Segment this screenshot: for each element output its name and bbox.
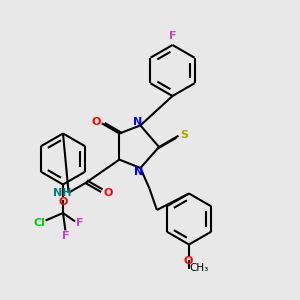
Text: O: O	[103, 188, 112, 198]
Text: O: O	[58, 197, 68, 207]
Text: Cl: Cl	[33, 218, 45, 228]
Text: S: S	[181, 130, 188, 140]
Text: N: N	[134, 167, 143, 177]
Text: N: N	[134, 117, 142, 128]
Text: NH: NH	[53, 188, 71, 198]
Text: F: F	[62, 231, 70, 241]
Text: O: O	[184, 256, 193, 266]
Text: F: F	[169, 31, 176, 41]
Text: F: F	[76, 218, 83, 228]
Text: O: O	[92, 117, 101, 127]
Text: CH₃: CH₃	[190, 263, 209, 273]
